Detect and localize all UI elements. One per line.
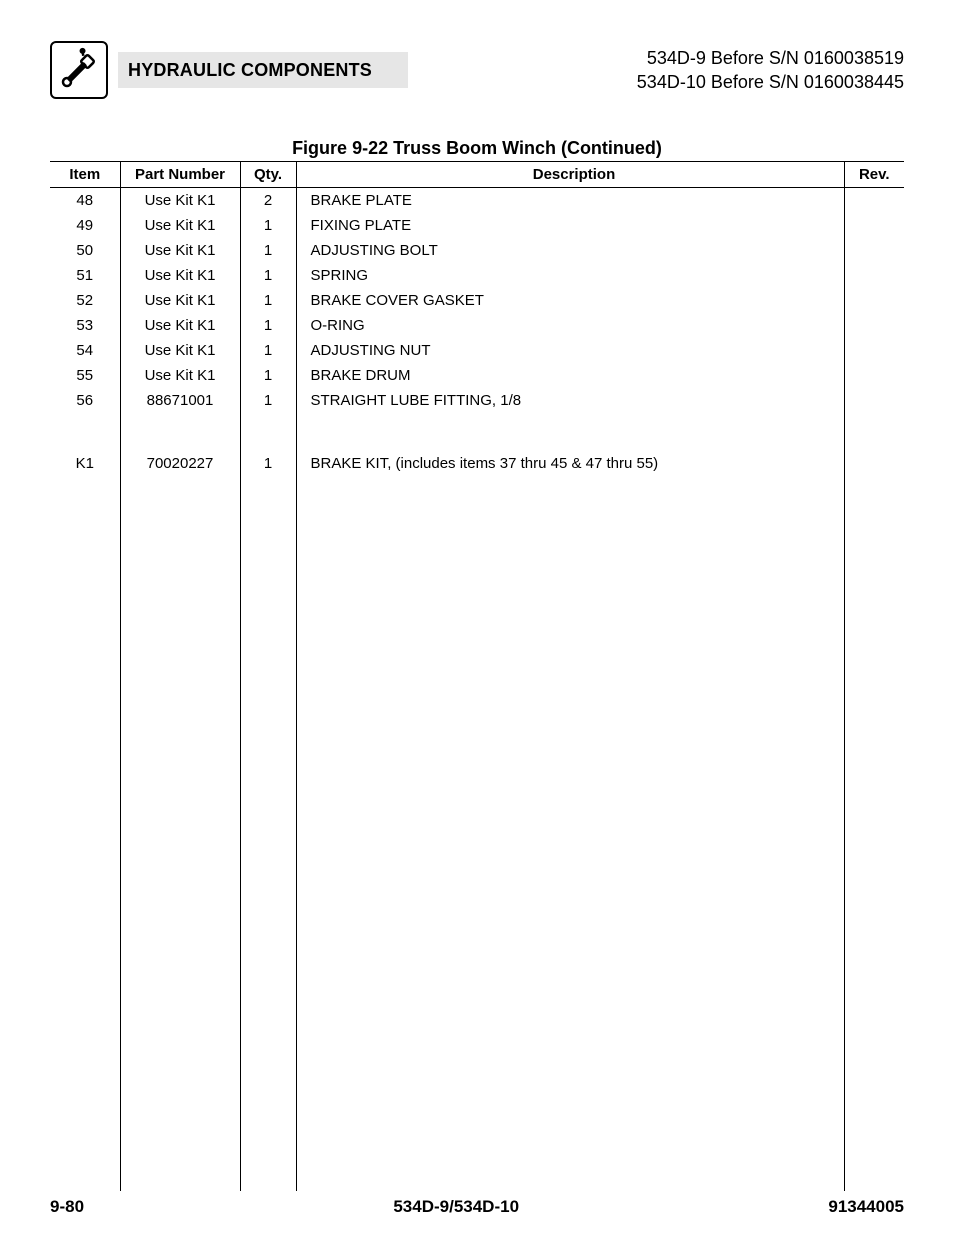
table-vrule — [120, 161, 121, 1191]
table-row: 53Use Kit K11O-RING — [50, 313, 904, 338]
cell-item: 50 — [50, 238, 120, 263]
cell-description: BRAKE KIT, (includes items 37 thru 45 & … — [296, 451, 844, 476]
cell-rev — [844, 313, 904, 338]
footer-page-number: 9-80 — [50, 1197, 84, 1217]
cell-item: 53 — [50, 313, 120, 338]
cell-description: BRAKE COVER GASKET — [296, 288, 844, 313]
header-model-info: 534D-9 Before S/N 0160038519 534D-10 Bef… — [637, 46, 904, 95]
cell-part-number: 70020227 — [120, 451, 240, 476]
cell-rev — [844, 388, 904, 413]
cell-item: K1 — [50, 451, 120, 476]
table-row: 54Use Kit K11ADJUSTING NUT — [50, 338, 904, 363]
section-title: HYDRAULIC COMPONENTS — [128, 60, 372, 81]
parts-table: Item Part Number Qty. Description Rev. 4… — [50, 161, 904, 476]
parts-table-container: Item Part Number Qty. Description Rev. 4… — [50, 161, 904, 1191]
table-row: K1700202271BRAKE KIT, (includes items 37… — [50, 451, 904, 476]
cell-rev — [844, 188, 904, 214]
cell-item: 48 — [50, 188, 120, 214]
spacer-cell — [844, 413, 904, 451]
cell-qty: 1 — [240, 363, 296, 388]
cell-qty: 1 — [240, 313, 296, 338]
table-row: 56886710011STRAIGHT LUBE FITTING, 1/8 — [50, 388, 904, 413]
cell-part-number: 88671001 — [120, 388, 240, 413]
model-line-1: 534D-9 Before S/N 0160038519 — [637, 46, 904, 70]
cell-part-number: Use Kit K1 — [120, 238, 240, 263]
page-footer: 9-80 534D-9/534D-10 91344005 — [50, 1197, 904, 1217]
cell-part-number: Use Kit K1 — [120, 363, 240, 388]
table-vrule — [296, 161, 297, 1191]
cell-qty: 1 — [240, 213, 296, 238]
page-header: HYDRAULIC COMPONENTS 534D-9 Before S/N 0… — [50, 38, 904, 102]
cell-qty: 2 — [240, 188, 296, 214]
spacer-cell — [296, 413, 844, 451]
cell-rev — [844, 363, 904, 388]
cell-rev — [844, 338, 904, 363]
footer-doc-number: 91344005 — [828, 1197, 904, 1217]
figure-title: Figure 9-22 Truss Boom Winch (Continued) — [50, 138, 904, 159]
cell-description: FIXING PLATE — [296, 213, 844, 238]
table-row: 51Use Kit K11SPRING — [50, 263, 904, 288]
cell-part-number: Use Kit K1 — [120, 338, 240, 363]
table-vrule — [240, 161, 241, 1191]
cell-part-number: Use Kit K1 — [120, 313, 240, 338]
cell-item: 51 — [50, 263, 120, 288]
spacer-cell — [120, 413, 240, 451]
cell-rev — [844, 288, 904, 313]
col-header-description: Description — [296, 162, 844, 188]
cell-qty: 1 — [240, 451, 296, 476]
table-row: 48Use Kit K12BRAKE PLATE — [50, 188, 904, 214]
cell-part-number: Use Kit K1 — [120, 288, 240, 313]
page: HYDRAULIC COMPONENTS 534D-9 Before S/N 0… — [0, 0, 954, 1235]
cell-part-number: Use Kit K1 — [120, 263, 240, 288]
table-row: 49Use Kit K11FIXING PLATE — [50, 213, 904, 238]
cell-qty: 1 — [240, 263, 296, 288]
col-header-qty: Qty. — [240, 162, 296, 188]
col-header-item: Item — [50, 162, 120, 188]
footer-model: 534D-9/534D-10 — [393, 1197, 519, 1217]
cell-rev — [844, 451, 904, 476]
spacer-cell — [50, 413, 120, 451]
table-row: 55Use Kit K11BRAKE DRUM — [50, 363, 904, 388]
cell-part-number: Use Kit K1 — [120, 188, 240, 214]
cell-rev — [844, 238, 904, 263]
section-title-bar: HYDRAULIC COMPONENTS — [118, 52, 408, 88]
cell-description: BRAKE PLATE — [296, 188, 844, 214]
cell-description: O-RING — [296, 313, 844, 338]
cell-description: SPRING — [296, 263, 844, 288]
table-row: 50Use Kit K11ADJUSTING BOLT — [50, 238, 904, 263]
spacer-cell — [240, 413, 296, 451]
table-vrule — [844, 161, 845, 1191]
cell-item: 52 — [50, 288, 120, 313]
cell-description: STRAIGHT LUBE FITTING, 1/8 — [296, 388, 844, 413]
cell-qty: 1 — [240, 238, 296, 263]
cell-part-number: Use Kit K1 — [120, 213, 240, 238]
cell-description: BRAKE DRUM — [296, 363, 844, 388]
cell-rev — [844, 213, 904, 238]
model-line-2: 534D-10 Before S/N 0160038445 — [637, 70, 904, 94]
cell-qty: 1 — [240, 388, 296, 413]
table-row: 52Use Kit K11BRAKE COVER GASKET — [50, 288, 904, 313]
cell-item: 56 — [50, 388, 120, 413]
col-header-part-number: Part Number — [120, 162, 240, 188]
hydraulic-cylinder-icon — [50, 41, 108, 99]
cell-description: ADJUSTING BOLT — [296, 238, 844, 263]
cell-qty: 1 — [240, 288, 296, 313]
header-left: HYDRAULIC COMPONENTS — [50, 41, 408, 99]
cell-item: 49 — [50, 213, 120, 238]
col-header-rev: Rev. — [844, 162, 904, 188]
table-header-row: Item Part Number Qty. Description Rev. — [50, 162, 904, 188]
cell-rev — [844, 263, 904, 288]
cell-item: 54 — [50, 338, 120, 363]
cell-qty: 1 — [240, 338, 296, 363]
cell-item: 55 — [50, 363, 120, 388]
cell-description: ADJUSTING NUT — [296, 338, 844, 363]
table-spacer-row — [50, 413, 904, 451]
